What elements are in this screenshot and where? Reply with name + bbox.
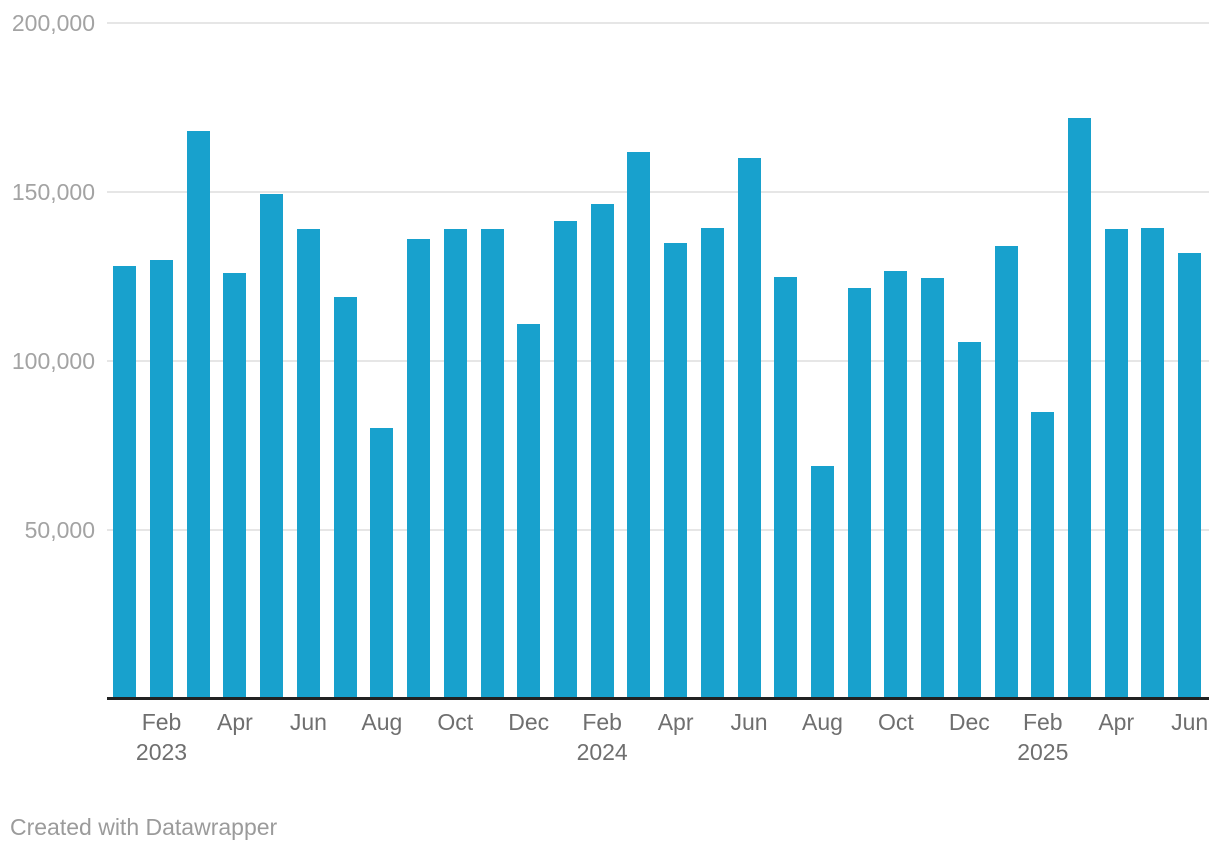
bar-nov-2023 — [480, 229, 504, 699]
x-tick-label-feb-2023: Feb — [141, 709, 182, 735]
x-tick-label-jun: Jun — [1171, 709, 1209, 735]
bar-mar-2025 — [1068, 117, 1092, 699]
x-tick-label-dec: Dec — [948, 709, 990, 735]
bar-may-2024 — [700, 227, 724, 699]
x-year-label-2025: 2025 — [1017, 739, 1069, 765]
x-tick-label-apr: Apr — [657, 709, 694, 735]
bar-apr-2025 — [1104, 229, 1128, 699]
x-tick-label-oct: Oct — [437, 709, 474, 735]
x-tick-label-feb-2024: Feb — [582, 709, 622, 735]
x-tick-label-dec: Dec — [508, 709, 550, 735]
gridline-200000 — [107, 22, 1209, 25]
y-tick-label-50000: 50,000 — [24, 516, 95, 543]
y-tick-label-100000: 100,000 — [11, 347, 95, 374]
bar-may-2023 — [260, 193, 284, 699]
bar-jul-2023 — [333, 296, 357, 699]
bar-sep-2024 — [847, 288, 871, 699]
bar-mar-2024 — [627, 151, 651, 699]
bar-jan-2024 — [553, 220, 577, 699]
bar-feb-2023 — [150, 259, 174, 699]
datawrapper-attribution-link[interactable]: Created with Datawrapper — [10, 814, 278, 840]
bar-may-2025 — [1141, 227, 1165, 699]
y-tick-label-200000: 200,000 — [11, 10, 95, 37]
x-tick-label-apr: Apr — [1098, 709, 1135, 735]
gridline-150000 — [107, 191, 1209, 194]
gridline-50000 — [107, 528, 1209, 531]
bar-aug-2024 — [810, 465, 834, 699]
x-tick-label-aug: Aug — [802, 709, 843, 735]
bar-jun-2023 — [296, 229, 320, 699]
bar-feb-2024 — [590, 203, 614, 699]
bar-feb-2025 — [1031, 411, 1055, 699]
bar-aug-2023 — [370, 428, 394, 699]
y-tick-label-150000: 150,000 — [11, 179, 95, 206]
bar-jan-2023 — [113, 266, 137, 699]
bar-apr-2023 — [223, 273, 247, 699]
bar-jan-2025 — [994, 246, 1018, 699]
bar-sep-2023 — [407, 239, 431, 699]
bar-mar-2023 — [186, 131, 210, 699]
x-year-label-2024: 2024 — [576, 739, 628, 765]
x-tick-label-feb-2025: Feb — [1022, 709, 1063, 735]
gridline-100000 — [107, 359, 1209, 362]
bar-oct-2023 — [443, 229, 467, 699]
x-year-label-2023: 2023 — [135, 739, 188, 765]
bar-jun-2024 — [737, 158, 761, 699]
x-axis-line — [107, 697, 1209, 700]
bar-jul-2024 — [774, 276, 798, 699]
bar-dec-2024 — [957, 342, 981, 699]
x-tick-label-jun: Jun — [730, 709, 768, 735]
x-tick-label-apr: Apr — [217, 709, 253, 735]
bar-dec-2023 — [517, 323, 541, 699]
bar-oct-2024 — [884, 271, 908, 699]
x-tick-label-oct: Oct — [878, 709, 914, 735]
bar-apr-2024 — [664, 242, 688, 699]
bar-jun-2025 — [1178, 252, 1202, 699]
x-tick-label-aug: Aug — [361, 709, 403, 735]
x-tick-label-jun: Jun — [289, 709, 327, 735]
bar-nov-2024 — [921, 278, 945, 699]
